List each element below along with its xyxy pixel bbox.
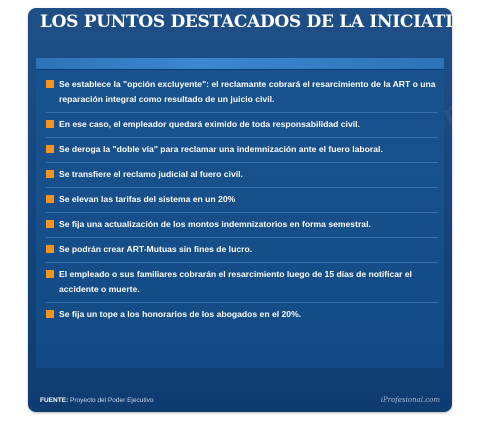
highlight-text: Se podrán crear ART-Mutuas sin fines de … (59, 244, 253, 254)
source-text: Proyecto del Poder Ejecutivo (69, 397, 154, 404)
square-bullet-icon (46, 310, 54, 318)
highlight-item: Se deroga la "doble vía" para reclamar u… (46, 138, 438, 163)
infographic-title: LOS PUNTOS DESTACADOS DE LA INICIATIVA (40, 12, 452, 32)
square-bullet-icon (46, 80, 54, 88)
square-bullet-icon (46, 120, 54, 128)
highlight-text: Se fija un tope a los honorarios de los … (59, 309, 302, 319)
source-footer: FUENTE: Proyecto del Poder Ejecutivo (40, 397, 153, 404)
square-bullet-icon (46, 145, 54, 153)
highlight-item: Se fija un tope a los honorarios de los … (46, 303, 438, 327)
highlight-item: En ese caso, el empleador quedará eximid… (46, 113, 438, 138)
highlight-text: Se elevan las tarifas del sistema en un … (59, 194, 236, 204)
square-bullet-icon (46, 270, 54, 278)
square-bullet-icon (46, 195, 54, 203)
highlight-text: Se deroga la "doble vía" para reclamar u… (59, 144, 383, 154)
highlight-text: Se fija una actualización de los montos … (59, 219, 371, 229)
highlight-item: Se transfiere el reclamo judicial al fue… (46, 163, 438, 188)
panel-top-bar (36, 58, 444, 70)
square-bullet-icon (46, 220, 54, 228)
highlight-item: Se establece la "opción excluyente": el … (46, 73, 438, 113)
highlight-item: Se fija una actualización de los montos … (46, 213, 438, 238)
brand-logo: iProfesional.com (380, 396, 440, 404)
highlight-text: El empleado o sus familiares cobrarán el… (59, 269, 412, 294)
highlight-item: Se podrán crear ART-Mutuas sin fines de … (46, 238, 438, 263)
highlight-text: Se transfiere el reclamo judicial al fue… (59, 169, 243, 179)
source-label: FUENTE: (40, 397, 69, 404)
highlight-item: El empleado o sus familiares cobrarán el… (46, 263, 438, 303)
highlight-item: Se elevan las tarifas del sistema en un … (46, 188, 438, 213)
highlight-text: En ese caso, el empleador quedará eximid… (59, 119, 360, 129)
highlights-list: Se establece la "opción excluyente": el … (46, 73, 438, 327)
highlight-text: Se establece la "opción excluyente": el … (59, 79, 436, 104)
square-bullet-icon (46, 170, 54, 178)
square-bullet-icon (46, 245, 54, 253)
highlights-panel: Se establece la "opción excluyente": el … (36, 58, 444, 368)
infographic-card: LOS PUNTOS DESTACADOS DE LA INICIATIVA i… (28, 8, 452, 412)
